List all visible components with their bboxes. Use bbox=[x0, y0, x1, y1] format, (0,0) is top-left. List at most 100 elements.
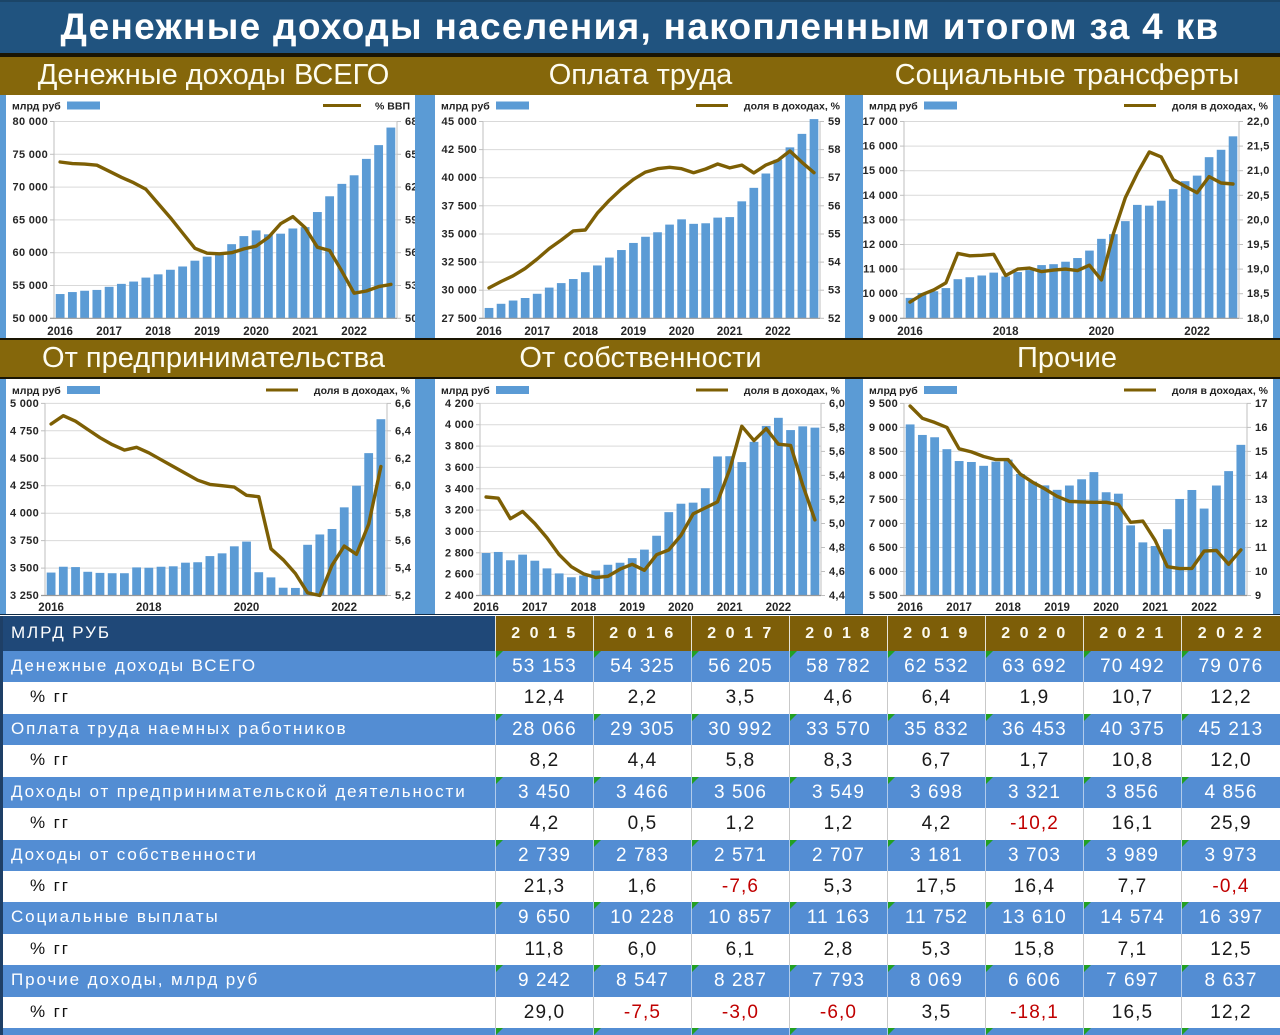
svg-text:2020: 2020 bbox=[1093, 602, 1119, 614]
svg-text:19,5: 19,5 bbox=[1247, 239, 1270, 251]
svg-text:58: 58 bbox=[828, 144, 841, 156]
svg-text:7 500: 7 500 bbox=[869, 494, 898, 506]
svg-text:8 000: 8 000 bbox=[869, 470, 898, 482]
svg-text:18,5: 18,5 bbox=[1247, 288, 1270, 300]
svg-text:4 750: 4 750 bbox=[10, 425, 39, 437]
svg-text:9: 9 bbox=[1255, 590, 1261, 602]
svg-text:3 600: 3 600 bbox=[445, 462, 474, 474]
svg-text:6,0: 6,0 bbox=[829, 398, 845, 410]
svg-text:4 000: 4 000 bbox=[10, 508, 39, 520]
svg-text:16 000: 16 000 bbox=[863, 141, 898, 153]
svg-text:19,0: 19,0 bbox=[1247, 264, 1270, 276]
svg-text:2018: 2018 bbox=[136, 602, 162, 614]
svg-text:млрд руб: млрд руб bbox=[441, 101, 490, 113]
svg-text:15 000: 15 000 bbox=[863, 165, 898, 177]
svg-text:доля в доходах, %: доля в доходах, % bbox=[744, 385, 841, 397]
svg-text:5,2: 5,2 bbox=[829, 494, 845, 506]
svg-text:2 600: 2 600 bbox=[445, 569, 474, 581]
svg-text:2018: 2018 bbox=[995, 602, 1021, 614]
svg-text:4 500: 4 500 bbox=[10, 453, 39, 465]
svg-text:2020: 2020 bbox=[234, 602, 260, 614]
svg-text:5,2: 5,2 bbox=[395, 590, 411, 602]
svg-text:65: 65 bbox=[405, 149, 415, 161]
svg-text:15: 15 bbox=[1255, 446, 1268, 458]
svg-text:2018: 2018 bbox=[573, 326, 599, 338]
svg-text:14: 14 bbox=[1255, 470, 1268, 482]
svg-text:53: 53 bbox=[828, 285, 841, 297]
svg-text:5,4: 5,4 bbox=[829, 470, 845, 482]
svg-text:2018: 2018 bbox=[571, 602, 597, 614]
svg-text:2016: 2016 bbox=[473, 602, 499, 614]
svg-text:55: 55 bbox=[828, 229, 841, 241]
svg-text:21,0: 21,0 bbox=[1247, 165, 1270, 177]
svg-text:13: 13 bbox=[1255, 494, 1268, 506]
svg-text:18,0: 18,0 bbox=[1247, 313, 1270, 325]
svg-text:2020: 2020 bbox=[243, 326, 269, 338]
svg-text:2017: 2017 bbox=[96, 326, 122, 338]
svg-text:2016: 2016 bbox=[47, 326, 73, 338]
svg-text:2018: 2018 bbox=[993, 326, 1019, 338]
svg-text:млрд руб: млрд руб bbox=[869, 101, 918, 113]
svg-text:3 000: 3 000 bbox=[445, 526, 474, 538]
svg-text:2017: 2017 bbox=[946, 602, 972, 614]
svg-text:2019: 2019 bbox=[619, 602, 645, 614]
svg-text:5,6: 5,6 bbox=[829, 446, 845, 458]
svg-text:55 000: 55 000 bbox=[13, 280, 48, 292]
svg-text:6 000: 6 000 bbox=[869, 566, 898, 578]
svg-text:2022: 2022 bbox=[1191, 602, 1217, 614]
svg-text:53: 53 bbox=[405, 280, 415, 292]
svg-text:8 500: 8 500 bbox=[869, 446, 898, 458]
svg-text:2022: 2022 bbox=[331, 602, 357, 614]
svg-text:56: 56 bbox=[405, 247, 415, 259]
svg-text:млрд руб: млрд руб bbox=[12, 101, 61, 113]
svg-text:5,4: 5,4 bbox=[395, 563, 412, 575]
svg-text:9 500: 9 500 bbox=[869, 398, 898, 410]
svg-text:5,0: 5,0 bbox=[829, 518, 845, 530]
svg-text:30 000: 30 000 bbox=[442, 285, 477, 297]
svg-text:2020: 2020 bbox=[668, 602, 694, 614]
svg-text:2016: 2016 bbox=[897, 602, 923, 614]
svg-text:17 000: 17 000 bbox=[863, 116, 898, 128]
svg-text:10 000: 10 000 bbox=[863, 288, 898, 300]
svg-text:11: 11 bbox=[1255, 542, 1267, 554]
svg-text:20,5: 20,5 bbox=[1247, 190, 1270, 202]
svg-text:4 250: 4 250 bbox=[10, 480, 39, 492]
svg-text:52: 52 bbox=[828, 313, 841, 325]
svg-text:59: 59 bbox=[405, 214, 415, 226]
svg-text:2017: 2017 bbox=[522, 602, 548, 614]
svg-text:20,0: 20,0 bbox=[1247, 214, 1270, 226]
svg-text:17: 17 bbox=[1255, 398, 1268, 410]
svg-text:2021: 2021 bbox=[717, 326, 743, 338]
svg-text:6,0: 6,0 bbox=[395, 480, 411, 492]
svg-text:5,8: 5,8 bbox=[395, 508, 411, 520]
svg-text:10: 10 bbox=[1255, 566, 1268, 578]
svg-text:2022: 2022 bbox=[765, 326, 791, 338]
svg-text:6,4: 6,4 bbox=[395, 425, 412, 437]
svg-text:3 400: 3 400 bbox=[445, 483, 474, 495]
svg-text:2021: 2021 bbox=[1142, 602, 1168, 614]
svg-text:4 200: 4 200 bbox=[445, 398, 474, 410]
svg-text:6,6: 6,6 bbox=[395, 398, 411, 410]
svg-text:2021: 2021 bbox=[717, 602, 743, 614]
svg-text:3 750: 3 750 bbox=[10, 535, 39, 547]
svg-text:2016: 2016 bbox=[897, 326, 923, 338]
svg-text:6,2: 6,2 bbox=[395, 453, 411, 465]
svg-text:80 000: 80 000 bbox=[13, 116, 48, 128]
svg-text:22,0: 22,0 bbox=[1247, 116, 1270, 128]
svg-text:3 200: 3 200 bbox=[445, 505, 474, 517]
svg-text:65 000: 65 000 bbox=[13, 214, 48, 226]
svg-text:доля в доходах, %: доля в доходах, % bbox=[1172, 101, 1269, 113]
svg-text:68: 68 bbox=[405, 116, 415, 128]
svg-text:59: 59 bbox=[828, 116, 841, 128]
svg-text:5 500: 5 500 bbox=[869, 590, 898, 602]
svg-text:35 000: 35 000 bbox=[442, 229, 477, 241]
svg-text:14 000: 14 000 bbox=[863, 190, 898, 202]
svg-text:2016: 2016 bbox=[476, 326, 502, 338]
svg-text:45 000: 45 000 bbox=[442, 116, 477, 128]
svg-text:2019: 2019 bbox=[194, 326, 220, 338]
svg-text:4,8: 4,8 bbox=[829, 542, 845, 554]
svg-text:2020: 2020 bbox=[1089, 326, 1115, 338]
svg-text:2021: 2021 bbox=[292, 326, 318, 338]
svg-text:12: 12 bbox=[1255, 518, 1268, 530]
svg-text:54: 54 bbox=[828, 257, 841, 269]
